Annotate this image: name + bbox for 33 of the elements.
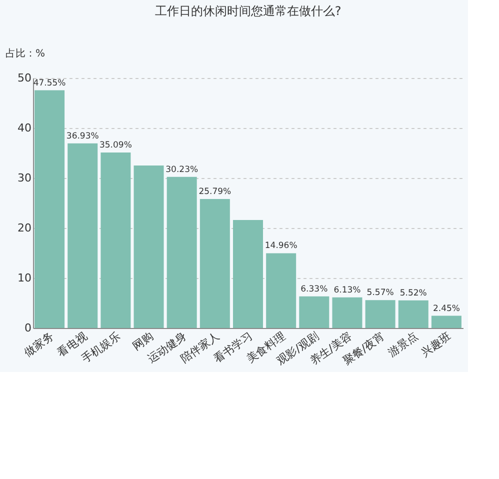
bar: [34, 90, 65, 328]
y-tick-label: 30: [18, 172, 32, 184]
bar: [332, 297, 362, 328]
x-tick-label: 游景点: [386, 330, 420, 360]
bar: [299, 296, 330, 328]
bar: [431, 316, 462, 328]
bar: [100, 152, 131, 328]
bar: [365, 300, 396, 328]
y-tick-label: 40: [18, 122, 32, 134]
bar: [68, 143, 98, 328]
bar: [398, 300, 428, 328]
data-label: 30.23%: [166, 164, 198, 175]
data-label: 25.79%: [198, 187, 232, 198]
y-tick-label: 50: [18, 72, 32, 84]
bar: [166, 176, 197, 328]
data-label: 2.45%: [432, 304, 460, 314]
data-label: 6.13%: [334, 285, 361, 296]
data-label: 36.93%: [66, 131, 99, 142]
y-axis-title: 占比：%: [6, 48, 46, 60]
data-label: 5.57%: [366, 288, 394, 298]
y-tick-label: 20: [18, 222, 32, 234]
y-tick-label: 10: [18, 272, 32, 284]
data-label: 35.09%: [99, 140, 132, 151]
data-label: 6.33%: [300, 284, 328, 294]
x-tick-label: 兴趣班: [418, 330, 454, 360]
data-label: 5.52%: [400, 288, 427, 298]
bar: [266, 253, 296, 328]
bar: [134, 166, 164, 328]
data-label: 14.96%: [264, 241, 298, 252]
chart-title: 工作日的休闲时间您通常在做什么?: [154, 4, 342, 18]
y-tick-label: 0: [24, 322, 32, 334]
bar: [233, 220, 263, 328]
bar: [200, 199, 230, 328]
